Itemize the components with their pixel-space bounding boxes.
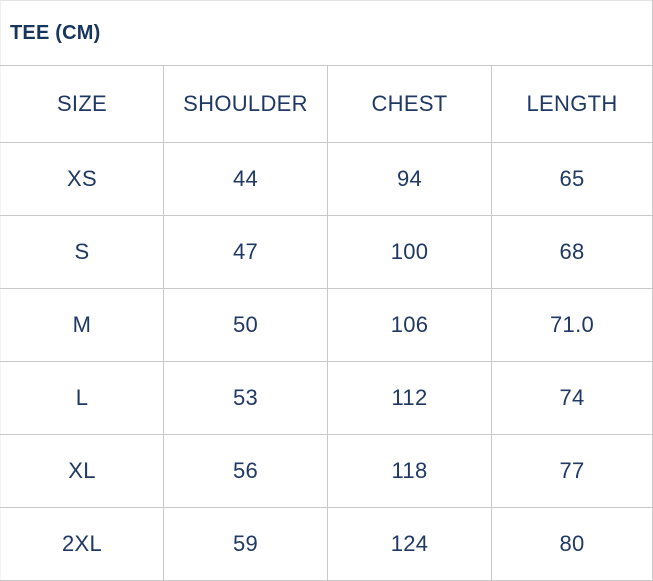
table-title-row: TEE (CM) xyxy=(0,0,653,66)
column-header-shoulder: SHOULDER xyxy=(163,65,328,143)
cell-shoulder: 56 xyxy=(163,434,328,508)
table-row: L 53 112 74 xyxy=(0,361,653,435)
page-title: TEE (CM) xyxy=(10,21,101,44)
table-row: XS 44 94 65 xyxy=(0,142,653,216)
table-header-row: SIZE SHOULDER CHEST LENGTH xyxy=(0,65,653,143)
column-header-chest: CHEST xyxy=(327,65,492,143)
cell-chest: 100 xyxy=(327,215,492,289)
column-header-length: LENGTH xyxy=(490,65,653,143)
cell-chest: 112 xyxy=(327,361,492,435)
table-row: 2XL 59 124 80 xyxy=(0,507,653,581)
cell-length: 80 xyxy=(490,507,653,581)
table-row: XL 56 118 77 xyxy=(0,434,653,508)
cell-length: 68 xyxy=(490,215,653,289)
cell-chest: 94 xyxy=(327,142,492,216)
cell-size: L xyxy=(0,361,164,435)
cell-length: 65 xyxy=(490,142,653,216)
cell-chest: 124 xyxy=(327,507,492,581)
cell-length: 71.0 xyxy=(490,288,653,362)
cell-length: 77 xyxy=(490,434,653,508)
cell-shoulder: 47 xyxy=(163,215,328,289)
cell-size: 2XL xyxy=(0,507,164,581)
cell-size: XL xyxy=(0,434,164,508)
cell-length: 74 xyxy=(490,361,653,435)
table-title-cell: TEE (CM) xyxy=(0,0,653,66)
cell-shoulder: 59 xyxy=(163,507,328,581)
column-header-size: SIZE xyxy=(0,65,164,143)
cell-shoulder: 50 xyxy=(163,288,328,362)
cell-size: XS xyxy=(0,142,164,216)
cell-chest: 106 xyxy=(327,288,492,362)
table-row: M 50 106 71.0 xyxy=(0,288,653,362)
cell-size: M xyxy=(0,288,164,362)
cell-chest: 118 xyxy=(327,434,492,508)
cell-shoulder: 53 xyxy=(163,361,328,435)
cell-shoulder: 44 xyxy=(163,142,328,216)
table-row: S 47 100 68 xyxy=(0,215,653,289)
cell-size: S xyxy=(0,215,164,289)
